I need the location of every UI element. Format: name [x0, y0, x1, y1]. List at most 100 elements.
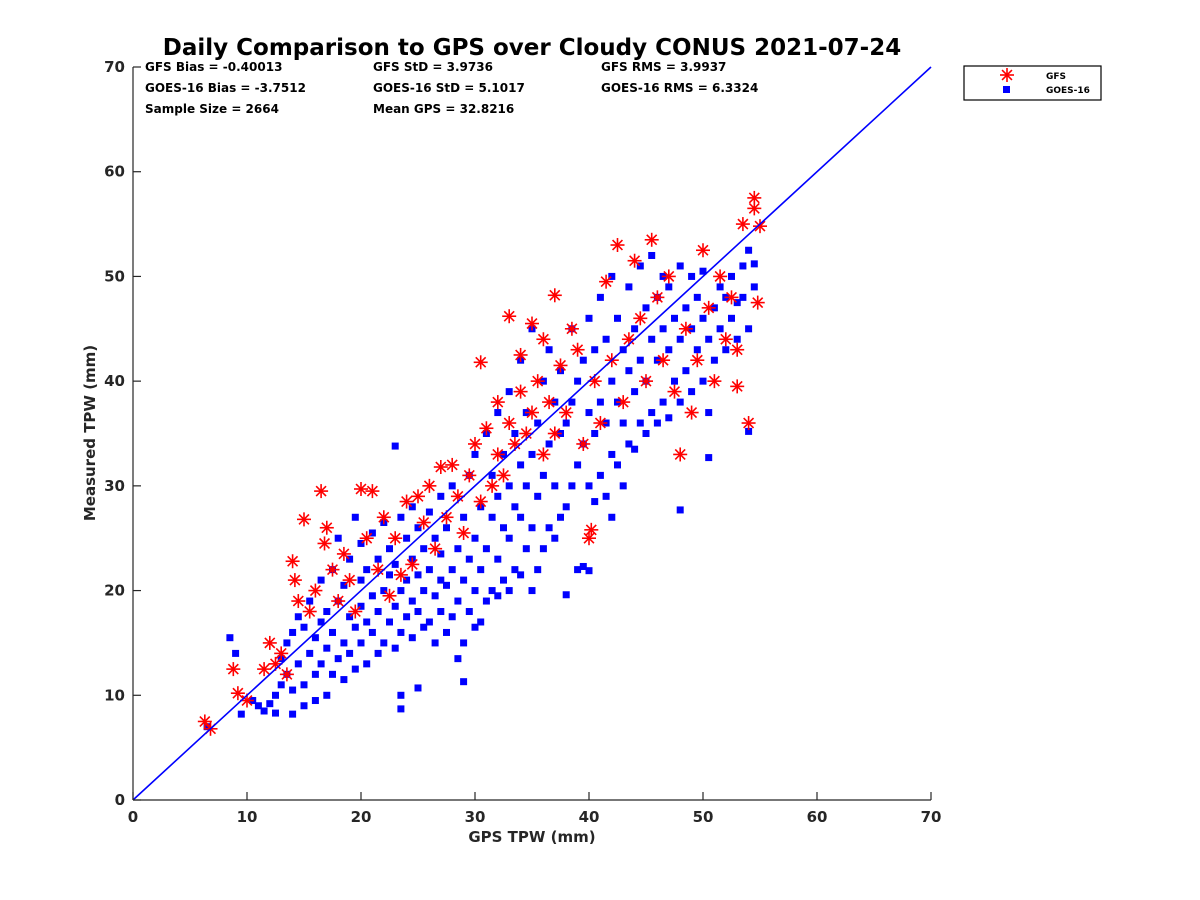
gfs-point: [525, 316, 539, 331]
goes16-point: [294, 613, 302, 621]
goes16-point: [425, 508, 433, 516]
goes16-point: [448, 566, 456, 574]
goes16-point: [397, 691, 405, 699]
goes16-point: [693, 293, 701, 301]
goes16-point: [716, 283, 724, 291]
goes16-point: [705, 454, 713, 462]
gfs-point: [365, 484, 380, 499]
gfs-point: [753, 219, 767, 234]
legend-goes16-marker: [1003, 86, 1010, 93]
gfs-point: [513, 347, 528, 362]
gfs-point: [456, 525, 471, 540]
gfs-point: [416, 515, 431, 530]
goes16-point: [460, 513, 468, 521]
goes16-point: [300, 702, 308, 710]
goes16-point: [699, 314, 707, 322]
goes16-point: [511, 566, 519, 574]
goes16-point: [351, 665, 359, 673]
gfs-point: [536, 447, 551, 462]
goes16-point: [260, 707, 268, 715]
goes16-point: [431, 534, 439, 542]
goes16-point: [494, 492, 502, 500]
goes16-point: [397, 513, 405, 521]
goes16-point: [739, 262, 747, 270]
gfs-point: [599, 274, 614, 289]
goes16-point: [585, 314, 593, 322]
goes16-point: [454, 655, 462, 663]
y-tick-label: 70: [104, 58, 125, 76]
goes16-point: [254, 702, 262, 710]
gfs-point: [707, 374, 722, 389]
goes16-point: [568, 398, 576, 406]
gfs-point: [388, 531, 403, 546]
gfs-point: [633, 311, 648, 326]
goes16-point: [665, 414, 673, 422]
gfs-point: [536, 332, 551, 347]
gfs-point: [279, 667, 294, 682]
y-tick-label: 20: [104, 582, 125, 600]
goes16-point: [699, 267, 707, 275]
goes16-point: [642, 304, 650, 312]
goes16-point: [374, 608, 382, 616]
goes16-point: [232, 649, 240, 657]
goes16-point: [363, 618, 371, 626]
goes16-point: [386, 618, 393, 626]
gfs-point: [530, 374, 545, 389]
goes16-point: [323, 608, 331, 616]
goes16-point: [551, 482, 559, 490]
gfs-point: [479, 421, 494, 436]
gfs-point: [730, 379, 745, 394]
legend-goes16-label: GOES-16: [1046, 86, 1090, 96]
goes16-point: [631, 325, 639, 333]
goes16-point: [539, 471, 547, 479]
goes16-point: [306, 597, 314, 605]
goes16-point: [460, 639, 468, 647]
goes16-point: [625, 440, 633, 448]
gfs-point: [376, 510, 391, 525]
gfs-point: [570, 342, 585, 357]
goes16-point: [363, 660, 371, 668]
goes16-point: [545, 440, 553, 448]
goes16-point: [323, 691, 331, 699]
goes16-point: [414, 524, 422, 532]
goes16-point: [648, 409, 656, 417]
goes16-point: [676, 262, 684, 270]
goes16-point: [346, 555, 354, 563]
gfs-point: [639, 374, 653, 389]
x-tick-label: 70: [921, 808, 942, 826]
goes16-point: [545, 524, 553, 532]
gfs-point: [750, 295, 765, 310]
goes16-point: [454, 597, 462, 605]
x-tick-label: 0: [128, 808, 138, 826]
goes16-point: [443, 628, 450, 636]
goes16-point: [636, 356, 644, 364]
goes16-point: [329, 670, 336, 678]
goes16-point: [705, 409, 713, 417]
goes16-point: [494, 409, 502, 417]
goes16-point: [614, 314, 621, 322]
x-tick-label: 40: [579, 808, 600, 826]
goes16-point: [368, 628, 376, 636]
goes16-point: [277, 681, 285, 689]
goes16-point: [425, 566, 433, 574]
goes16-point: [602, 335, 610, 343]
gfs-point: [336, 546, 351, 561]
goes16-point: [745, 427, 753, 435]
gfs-point: [576, 436, 591, 451]
goes16-point: [551, 534, 559, 542]
x-axis-ticks: 0 10 20 30 40 50 60 70: [128, 792, 942, 826]
goes16-point: [596, 293, 604, 301]
goes16-point: [403, 576, 411, 584]
stat-gfs-bias: GFS Bias = -0.40013: [145, 60, 282, 74]
goes16-point: [562, 591, 570, 599]
goes16-point: [391, 560, 399, 568]
goes16-point: [443, 581, 450, 589]
gfs-point: [230, 686, 245, 701]
goes16-point: [500, 524, 507, 532]
goes16-point: [528, 450, 536, 458]
gfs-point: [359, 531, 374, 546]
goes16-point: [528, 524, 536, 532]
gfs-point: [393, 567, 408, 582]
gfs-point: [490, 447, 505, 462]
goes16-point: [323, 644, 331, 652]
